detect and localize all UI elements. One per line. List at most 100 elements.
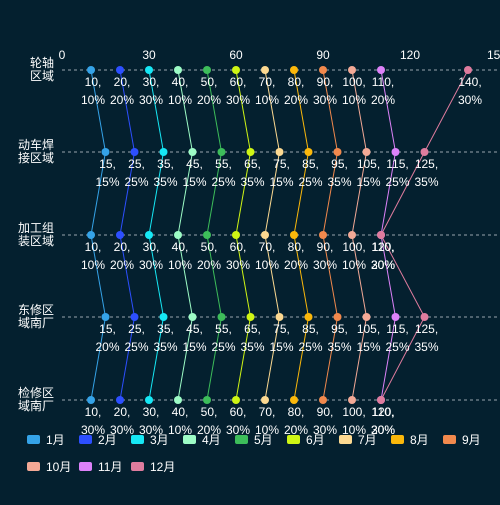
data-point: [174, 66, 182, 74]
x-tick-label: 90: [316, 48, 330, 62]
data-point: [304, 148, 313, 156]
data-point: [290, 66, 298, 74]
data-point: [333, 313, 342, 321]
row-label: 动车焊: [18, 137, 54, 152]
data-point: [130, 148, 139, 156]
data-label: 40,: [172, 405, 189, 419]
data-point: [290, 231, 298, 239]
legend-swatch: [443, 435, 456, 444]
data-label: 20%: [197, 258, 221, 272]
data-point: [261, 66, 269, 74]
data-label: 25,: [128, 322, 145, 336]
data-point: [304, 313, 313, 321]
data-point: [319, 396, 327, 404]
data-point: [203, 396, 211, 404]
data-label: 80,: [288, 405, 305, 419]
data-label: 90,: [317, 75, 334, 89]
data-label: 125,: [415, 157, 438, 171]
data-label: 30,: [143, 240, 160, 254]
data-point: [203, 66, 211, 74]
data-point: [348, 231, 356, 239]
legend-swatch: [131, 462, 144, 471]
legend-swatch: [235, 435, 248, 444]
x-tick-label: 120: [400, 48, 420, 62]
data-point: [116, 396, 124, 404]
data-point: [217, 313, 226, 321]
legend-label: 7月: [358, 433, 377, 447]
data-label: 100,: [342, 405, 365, 419]
data-point: [87, 66, 95, 74]
data-label: 70,: [259, 75, 276, 89]
data-point: [232, 66, 240, 74]
data-label: 25%: [298, 175, 322, 189]
data-point: [116, 66, 124, 74]
data-label: 110,: [372, 75, 394, 89]
data-point: [275, 313, 284, 321]
data-point: [159, 148, 168, 156]
data-label: 30%: [139, 93, 163, 107]
data-label: 20%: [371, 258, 395, 272]
row-label: 加工组: [18, 221, 54, 235]
data-label: 110,: [372, 240, 394, 254]
row-label: 接区域: [18, 150, 54, 165]
data-label: 125,: [415, 322, 438, 336]
data-label: 55,: [215, 322, 232, 336]
data-point: [362, 148, 371, 156]
data-point: [145, 66, 153, 74]
data-label: 100,: [342, 240, 365, 254]
data-point: [246, 313, 255, 321]
x-tick-label: 150: [487, 48, 500, 62]
data-label: 30%: [458, 93, 482, 107]
data-label: 10%: [81, 258, 105, 272]
data-label: 35%: [327, 340, 351, 354]
data-label: 120,: [371, 240, 394, 254]
data-label: 20%: [284, 423, 308, 437]
data-point: [130, 313, 139, 321]
x-tick-label: 0: [59, 48, 66, 62]
data-label: 115,: [386, 157, 408, 171]
legend-swatch: [79, 462, 92, 471]
data-label: 45,: [186, 322, 203, 336]
data-label: 30%: [226, 258, 250, 272]
legend-swatch: [183, 435, 196, 444]
data-point: [188, 313, 197, 321]
data-label: 30%: [313, 258, 337, 272]
data-label: 25%: [211, 340, 235, 354]
data-point: [348, 66, 356, 74]
data-point: [333, 148, 342, 156]
data-point: [319, 231, 327, 239]
data-point: [203, 231, 211, 239]
data-label: 50,: [201, 75, 218, 89]
data-point: [159, 313, 168, 321]
data-label: 35%: [414, 175, 438, 189]
data-label: 10%: [255, 93, 279, 107]
legend-label: 12月: [150, 460, 175, 474]
data-label: 105,: [357, 322, 380, 336]
data-point: [101, 148, 110, 156]
legend-label: 10月: [46, 460, 71, 474]
data-label: 95,: [331, 322, 348, 336]
data-label: 20%: [371, 93, 395, 107]
data-point: [261, 231, 269, 239]
data-point: [420, 313, 429, 321]
data-label: 25%: [298, 340, 322, 354]
data-label: 30%: [110, 423, 134, 437]
data-label: 60,: [230, 405, 247, 419]
data-point: [232, 231, 240, 239]
data-label: 10%: [168, 258, 192, 272]
data-point: [377, 396, 385, 404]
data-label: 30%: [81, 423, 105, 437]
data-label: 90,: [317, 405, 334, 419]
data-label: 15%: [269, 175, 293, 189]
data-label: 35,: [157, 157, 174, 171]
data-label: 20%: [197, 423, 221, 437]
row-label: 轮轴: [30, 55, 54, 70]
data-label: 100,: [342, 75, 365, 89]
data-label: 30%: [371, 258, 395, 272]
data-label: 40,: [172, 75, 189, 89]
data-label: 85,: [302, 157, 319, 171]
data-label: 140,: [458, 75, 481, 89]
data-point: [290, 396, 298, 404]
legend-label: 3月: [150, 433, 169, 447]
